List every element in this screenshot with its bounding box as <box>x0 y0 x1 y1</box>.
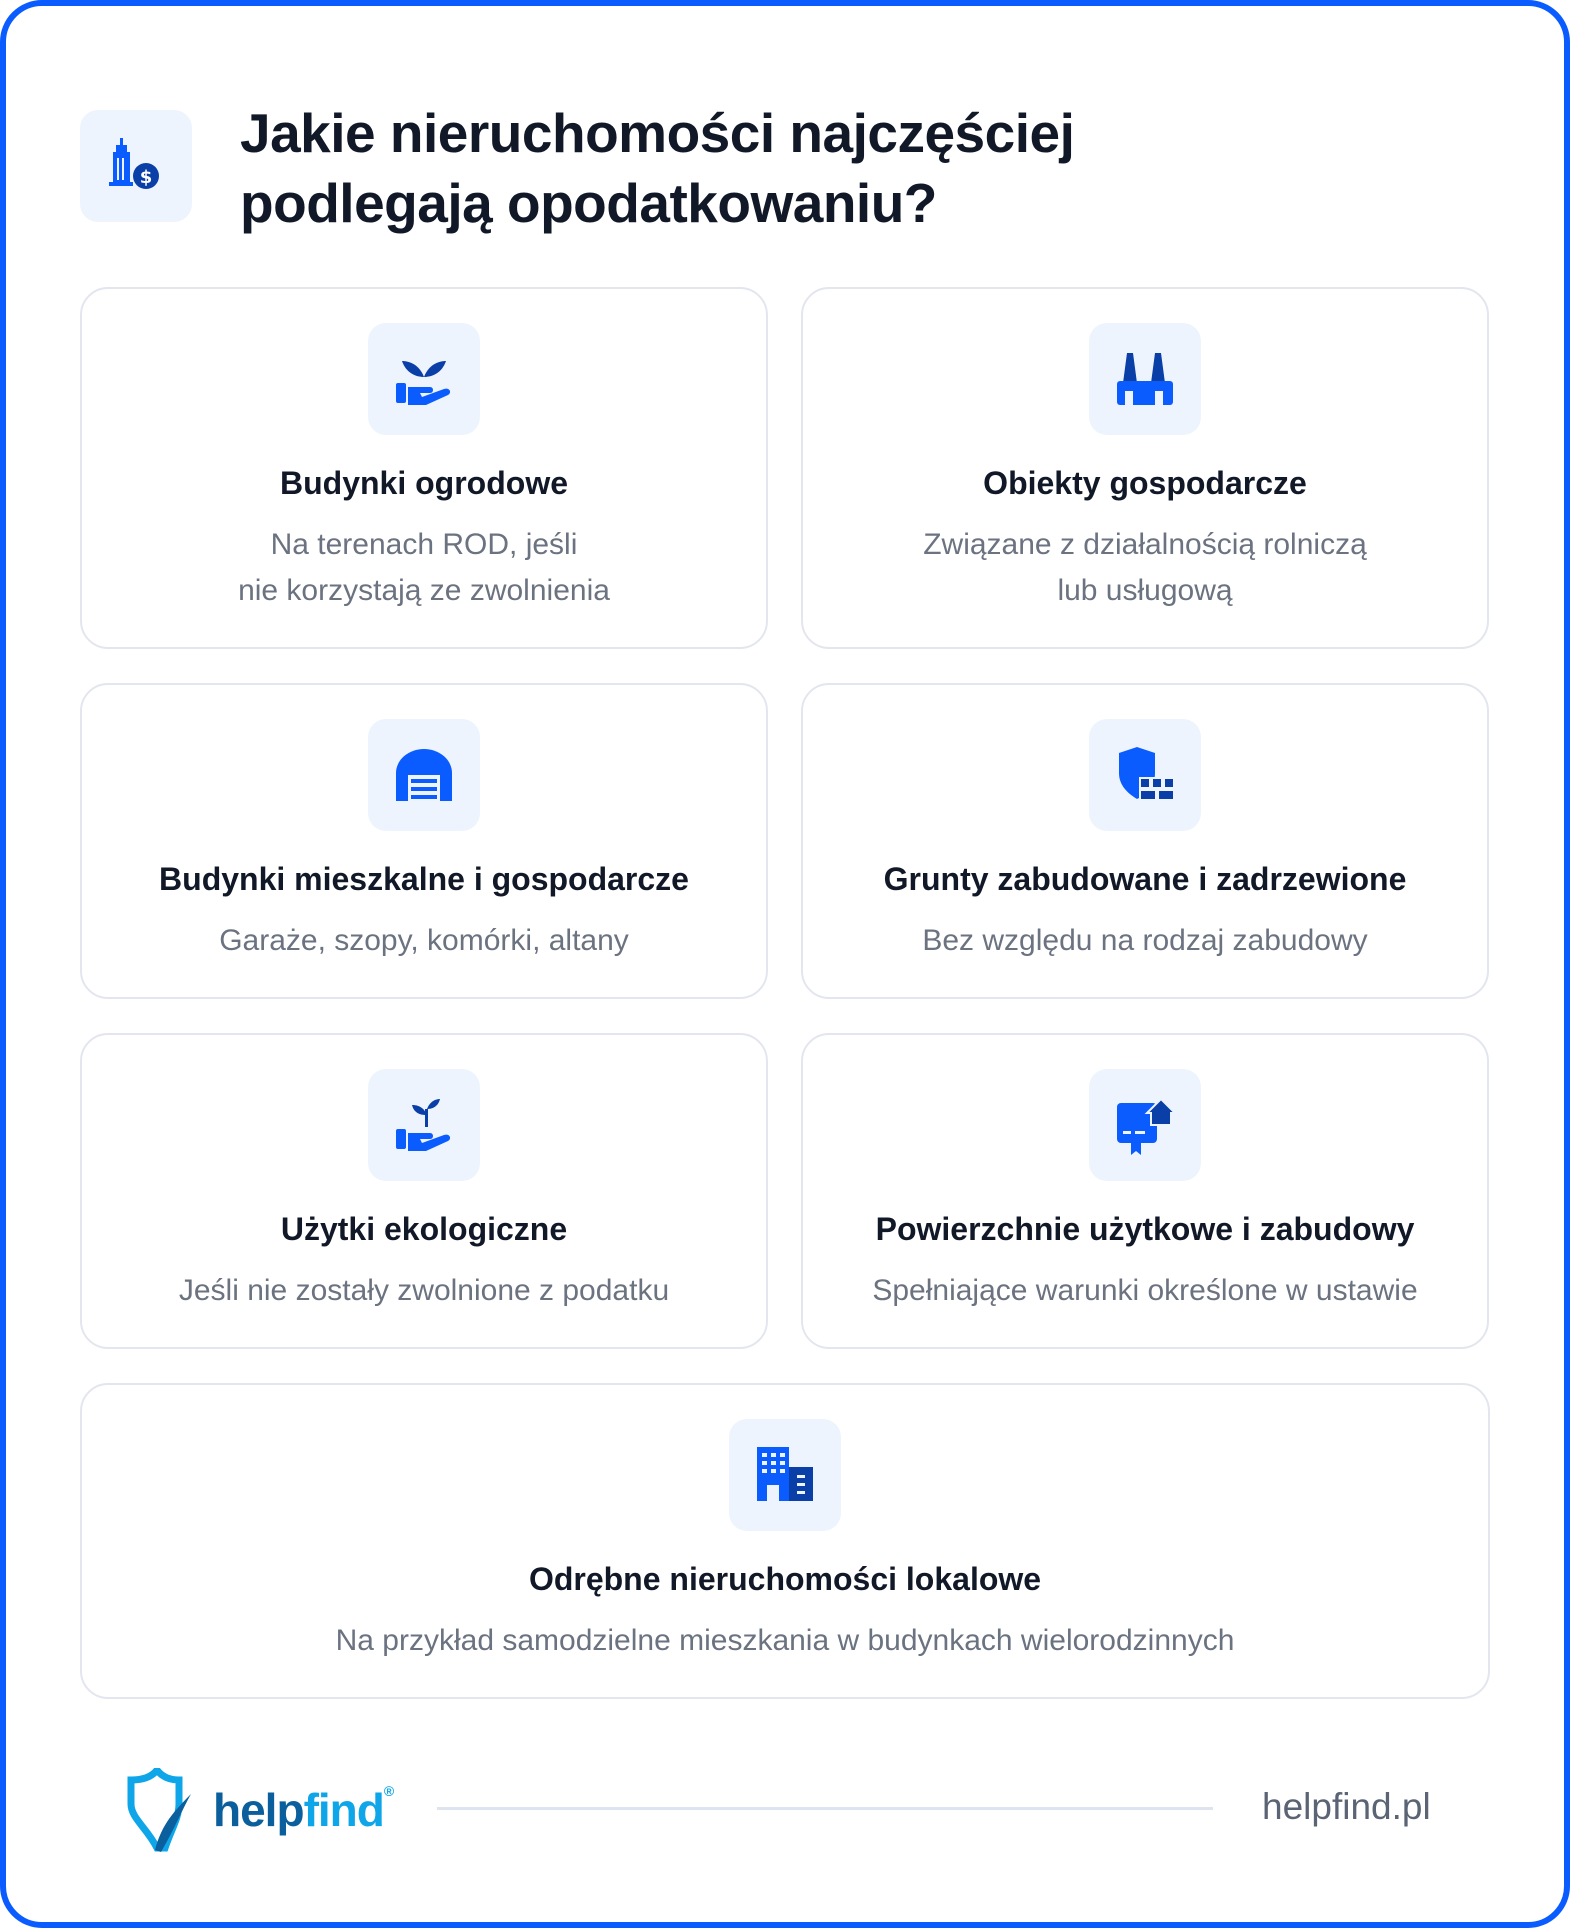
card-title: Odrębne nieruchomości lokalowe <box>528 1561 1042 1597</box>
hand-sprout-icon <box>396 1099 451 1151</box>
card-desc: Na terenach ROD, jeśli nie korzystają ze… <box>238 528 610 607</box>
card-title: Budynki ogrodowe <box>280 465 568 501</box>
shield-land-icon <box>1119 747 1175 801</box>
header-icon-box: $ <box>80 110 192 222</box>
shield-check-logo-icon <box>127 1768 191 1852</box>
card-desc: Spełniające warunki określone w ustawie <box>872 1274 1418 1307</box>
website-link[interactable]: helpfind.pl <box>1262 1786 1431 1827</box>
card-desc: Bez względu na rodzaj zabudowy <box>922 924 1368 957</box>
page-title: Jakie nieruchomości najczęściej podlegaj… <box>240 98 1075 238</box>
card-desc: Na przykład samodzielne mieszkania w bud… <box>335 1624 1235 1657</box>
logo-text-find: find <box>303 1784 385 1836</box>
card-built-land: Grunty zabudowane i zadrzewione Bez wzgl… <box>801 683 1489 999</box>
card-title: Powierzchnie użytkowe i zabudowy <box>875 1211 1415 1247</box>
apartment-building-icon <box>757 1447 813 1501</box>
card-desc: Garaże, szopy, komórki, altany <box>219 924 629 957</box>
card-garden-buildings: Budynki ogrodowe Na terenach ROD, jeśli … <box>80 287 768 649</box>
card-title: Grunty zabudowane i zadrzewione <box>883 861 1407 897</box>
card-title: Obiekty gospodarcze <box>983 465 1307 501</box>
helpfind-logo: helpfind® <box>125 1768 394 1852</box>
footer-divider <box>437 1807 1213 1810</box>
card-usable-areas: Powierzchnie użytkowe i zabudowy Spełnia… <box>801 1033 1489 1349</box>
garage-icon <box>396 749 452 801</box>
card-ecological-land: Użytki ekologiczne Jeśli nie zostały zwo… <box>80 1033 768 1349</box>
card-desc: Związane z działalnością rolniczą lub us… <box>923 528 1367 607</box>
title-line-2: podlegają opodatkowaniu? <box>240 172 937 234</box>
logo-text-help: help <box>213 1784 305 1836</box>
card-title: Budynki mieszkalne i gospodarcze <box>159 861 689 897</box>
factory-icon <box>1117 353 1173 405</box>
card-farm-objects: Obiekty gospodarcze Związane z działalno… <box>801 287 1489 649</box>
card-residential-buildings: Budynki mieszkalne i gospodarcze Garaże,… <box>80 683 768 999</box>
svg-text:$: $ <box>140 167 153 188</box>
title-line-1: Jakie nieruchomości najczęściej <box>240 102 1075 164</box>
card-title: Użytki ekologiczne <box>280 1211 568 1247</box>
card-separate-premises: Odrębne nieruchomości lokalowe Na przykł… <box>80 1383 1490 1699</box>
certificate-house-icon <box>1117 1097 1177 1155</box>
card-desc: Jeśli nie zostały zwolnione z podatku <box>178 1274 670 1307</box>
building-dollar-icon: $ <box>109 138 159 189</box>
registered-mark: ® <box>383 1783 394 1799</box>
hand-plant-icon <box>396 361 451 405</box>
